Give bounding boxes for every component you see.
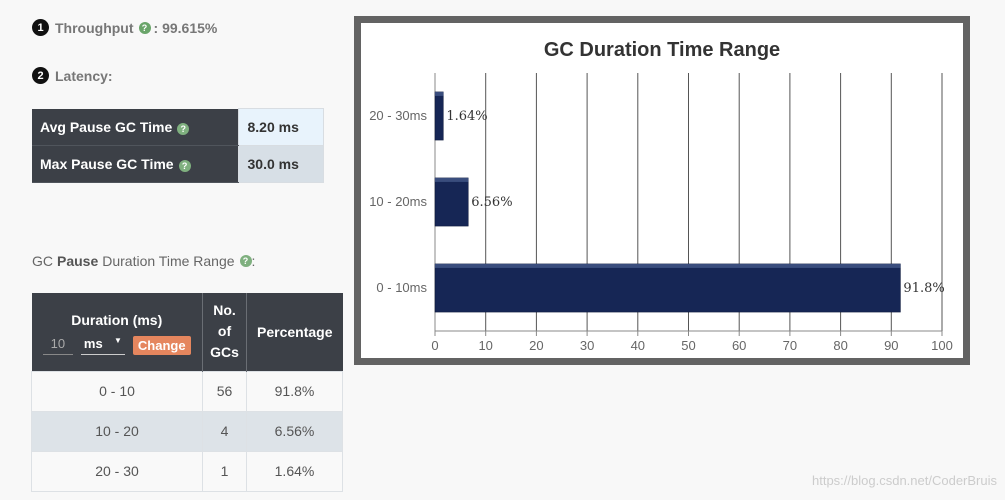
x-tick-label: 30: [580, 338, 594, 353]
category-label: 10 - 20ms: [369, 194, 427, 209]
latency-row-label: Max Pause GC Time?: [32, 145, 238, 183]
duration-cell: 0 - 10: [31, 370, 203, 412]
throughput-value: : 99.615%: [153, 19, 218, 36]
percentage-cell: 6.56%: [246, 410, 343, 452]
x-tick-label: 20: [529, 338, 543, 353]
avg-pause-value: 8.20 ms: [237, 108, 324, 146]
gc-duration-chart: GC Duration Time Range 0 10 20 30 40 50 60 70 80…: [354, 16, 970, 365]
percentage-header: Percentage: [246, 293, 343, 371]
count-cell: 56: [202, 370, 247, 412]
max-pause-label: Max Pause GC Time: [40, 156, 174, 172]
count-cell: 1: [202, 450, 247, 492]
duration-cell: 10 - 20: [31, 410, 203, 452]
help-icon[interactable]: ?: [178, 160, 191, 172]
table-row: Max Pause GC Time? 30.0 ms: [32, 145, 324, 183]
latency-label: Latency:: [55, 67, 113, 84]
x-tick-label: 100: [931, 338, 953, 353]
table-row: 10 - 20 4 6.56%: [31, 410, 343, 452]
chart-bar: [434, 177, 469, 227]
x-tick-label: 90: [884, 338, 898, 353]
help-icon[interactable]: ?: [138, 21, 151, 34]
bar-highlight: [435, 177, 469, 182]
range-suffix: Duration Time Range: [102, 253, 235, 269]
gc-duration-table: Duration (ms) ms ▼ Change No. of GCs Per…: [31, 293, 343, 492]
latency-table: Avg Pause GC Time? 8.20 ms Max Pause GC …: [32, 108, 324, 183]
duration-interval-input[interactable]: [42, 336, 73, 356]
x-tick-label: 40: [631, 338, 645, 353]
caret-down-icon: ▼: [113, 336, 122, 346]
count-cell: 4: [202, 410, 247, 452]
latency-row-label: Avg Pause GC Time?: [32, 108, 238, 146]
throughput-label: Throughput: [55, 19, 134, 36]
x-tick-label: 60: [732, 338, 746, 353]
step-number-badge: 2: [32, 67, 49, 84]
percentage-cell: 91.8%: [246, 370, 343, 412]
unit-select[interactable]: ms ▼: [80, 336, 125, 356]
bar-highlight: [435, 263, 901, 268]
change-button[interactable]: Change: [132, 336, 191, 356]
bar-highlight: [435, 91, 444, 96]
range-colon: :: [251, 253, 256, 269]
help-icon[interactable]: ?: [239, 255, 252, 267]
x-tick-label: 70: [783, 338, 797, 353]
table-row: Avg Pause GC Time? 8.20 ms: [32, 108, 324, 146]
chart-bar: [434, 91, 444, 141]
latency-heading: 2 Latency:: [32, 67, 113, 84]
chart-svg: GC Duration Time Range 0 10 20 30 40 50 60 70 80…: [369, 39, 953, 353]
duration-cell: 20 - 30: [31, 450, 203, 492]
throughput-heading: 1 Throughput ? : 99.615%: [32, 19, 217, 36]
duration-header: Duration (ms) ms ▼ Change: [31, 293, 203, 371]
step-number-badge: 1: [32, 19, 49, 36]
data-label: 91.8%: [903, 281, 944, 296]
help-icon[interactable]: ?: [177, 122, 190, 135]
data-label: 6.56%: [471, 195, 512, 210]
avg-pause-label: Avg Pause GC Time: [40, 118, 173, 135]
range-prefix: GC: [32, 253, 53, 269]
category-label: 20 - 30ms: [369, 108, 427, 123]
data-label: 1.64%: [446, 109, 487, 124]
pause-range-heading: GC Pause Duration Time Range ? :: [32, 253, 255, 269]
x-tick-label: 0: [431, 338, 438, 353]
unit-selected-value: ms: [83, 336, 103, 352]
table-row: 0 - 10 56 91.8%: [31, 370, 343, 412]
chart-title: GC Duration Time Range: [544, 39, 780, 61]
watermark: https://blog.csdn.net/CoderBruis: [812, 473, 997, 488]
x-tick-label: 50: [681, 338, 695, 353]
range-bold: Pause: [57, 253, 99, 269]
count-header: No. of GCs: [202, 293, 247, 371]
percentage-cell: 1.64%: [246, 450, 343, 492]
table-row: 20 - 30 1 1.64%: [31, 450, 343, 492]
x-tick-label: 80: [833, 338, 847, 353]
category-label: 0 - 10ms: [376, 280, 427, 295]
x-tick-label: 10: [478, 338, 492, 353]
duration-header-label: Duration (ms): [71, 312, 163, 329]
chart-bar: [434, 263, 901, 313]
max-pause-value: 30.0 ms: [237, 145, 324, 183]
